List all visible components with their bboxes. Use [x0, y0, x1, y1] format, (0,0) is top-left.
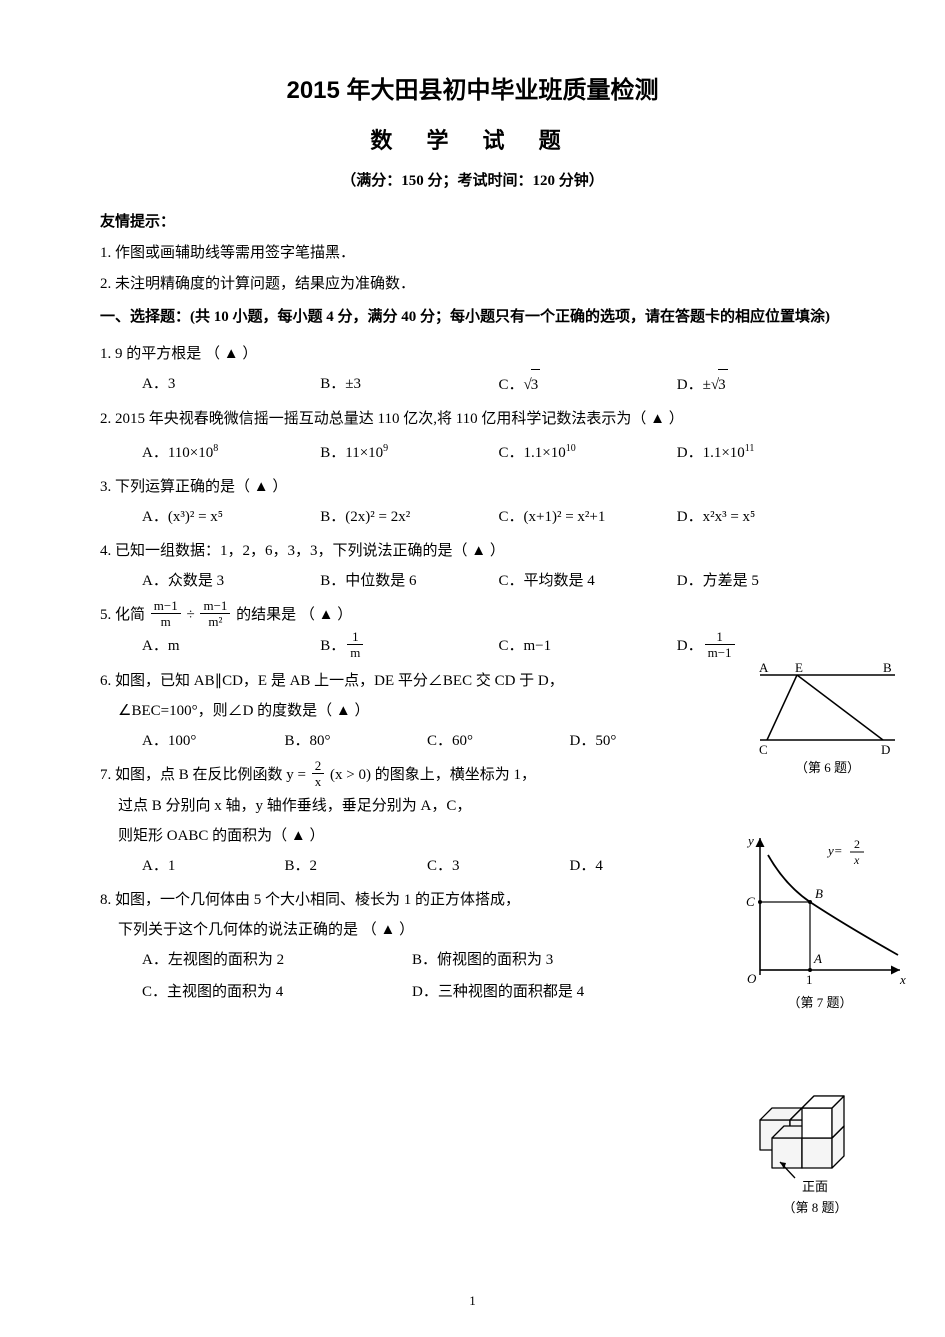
svg-text:A: A: [813, 951, 822, 966]
q4-opt-a: A．众数是 3: [142, 566, 310, 596]
q3-opt-d: D．x²x³ = x⁵: [677, 502, 845, 532]
q6-opt-b: B．80°: [285, 726, 418, 756]
hint-2: 2. 未注明精确度的计算问题，结果应为准确数．: [100, 272, 845, 293]
q8-opt-c: C．主视图的面积为 4: [142, 977, 412, 1007]
q1-opt-d: D．±3: [677, 369, 845, 400]
q1-opt-c: C．3: [499, 369, 667, 400]
q6-opt-a: A．100°: [142, 726, 275, 756]
q6-opt-c: C．60°: [427, 726, 560, 756]
q3-opt-c: C．(x+1)² = x²+1: [499, 502, 667, 532]
q2-opt-d: D．1.1×1011: [677, 434, 845, 468]
svg-text:B: B: [883, 660, 892, 675]
q8-caption: （第 8 题）: [740, 1197, 890, 1216]
doc-title: 2015 年大田县初中毕业班质量检测: [100, 70, 845, 105]
svg-text:2: 2: [854, 837, 860, 851]
q5-opt-d: D．1m−1: [677, 631, 845, 662]
question-6: 6. 如图，已知 AB∥CD，E 是 AB 上一点，DE 平分∠BEC 交 CD…: [100, 666, 845, 756]
q7-diagram: y x O 1 A B C y= 2 x: [730, 830, 910, 990]
q4-opt-c: C．平均数是 4: [499, 566, 667, 596]
q4-stem: 4. 已知一组数据：1，2，6，3，3，下列说法正确的是（ ▲ ）: [100, 536, 845, 566]
svg-text:B: B: [815, 886, 823, 901]
q8-opt-a: A．左视图的面积为 2: [142, 945, 412, 975]
hint-1: 1. 作图或画辅助线等需用签字笔描黑．: [100, 241, 845, 262]
figure-q8: 正面 （第 8 题）: [740, 1060, 890, 1216]
question-2: 2. 2015 年央视春晚微信摇一摇互动总量达 110 亿次,将 110 亿用科…: [100, 404, 845, 468]
q5-opt-b: B．1m: [320, 631, 488, 662]
q6-diagram: A E B C D: [755, 660, 900, 755]
q6-opt-d: D．50°: [570, 726, 703, 756]
exam-meta: （满分：150 分；考试时间：120 分钟）: [100, 169, 845, 190]
q5-opt-a: A．m: [142, 631, 310, 662]
hints-head: 友情提示：: [100, 210, 845, 231]
svg-text:E: E: [795, 660, 803, 675]
q7-opt-b: B．2: [285, 851, 418, 881]
doc-subtitle: 数 学 试 题: [100, 123, 845, 155]
figure-q6: A E B C D （第 6 题）: [755, 660, 900, 776]
q1-opt-a: A．3: [142, 369, 310, 400]
svg-text:O: O: [747, 971, 757, 986]
q7-opt-a: A．1: [142, 851, 275, 881]
svg-text:A: A: [759, 660, 769, 675]
svg-text:y=: y=: [826, 843, 843, 858]
q5-opt-c: C．m−1: [499, 631, 667, 662]
q1-stem: 1. 9 的平方根是 （ ▲ ）: [100, 339, 845, 369]
q6-stem2: ∠BEC=100°，则∠D 的度数是（ ▲ ）: [118, 696, 845, 726]
q5-stem: 5. 化简 m−1m ÷ m−1m² 的结果是 （ ▲ ）: [100, 600, 845, 631]
q8-front-label: 正面: [740, 1176, 890, 1195]
q7-stem2: 过点 B 分别向 x 轴，y 轴作垂线，垂足分别为 A，C，: [118, 791, 845, 821]
question-3: 3. 下列运算正确的是（ ▲ ） A．(x³)² = x⁵ B．(2x)² = …: [100, 472, 845, 532]
q4-opt-d: D．方差是 5: [677, 566, 845, 596]
q8-opt-d: D．三种视图的面积都是 4: [412, 977, 682, 1007]
section1-head: 一、选择题：(共 10 小题，每小题 4 分，满分 40 分；每小题只有一个正确…: [100, 303, 845, 331]
q6-caption: （第 6 题）: [755, 757, 900, 776]
svg-text:C: C: [746, 894, 755, 909]
q3-stem: 3. 下列运算正确的是（ ▲ ）: [100, 472, 845, 502]
q7-caption: （第 7 题）: [730, 992, 910, 1011]
q2-opt-a: A．110×108: [142, 434, 310, 468]
svg-text:x: x: [899, 972, 906, 987]
q4-opt-b: B．中位数是 6: [320, 566, 488, 596]
question-4: 4. 已知一组数据：1，2，6，3，3，下列说法正确的是（ ▲ ） A．众数是 …: [100, 536, 845, 596]
svg-text:x: x: [853, 853, 860, 867]
q7-stem1: 7. 如图，点 B 在反比例函数 y = 2x (x > 0) 的图象上，横坐标…: [100, 760, 845, 791]
q3-opt-a: A．(x³)² = x⁵: [142, 502, 310, 532]
question-1: 1. 9 的平方根是 （ ▲ ） A．3 B．±3 C．3 D．±3: [100, 339, 845, 400]
q2-opt-b: B．11×109: [320, 434, 488, 468]
q2-opt-c: C．1.1×1010: [499, 434, 667, 468]
q8-diagram: [740, 1060, 880, 1180]
svg-text:1: 1: [806, 972, 813, 987]
q2-stem: 2. 2015 年央视春晚微信摇一摇互动总量达 110 亿次,将 110 亿用科…: [100, 404, 845, 434]
q1-opt-b: B．±3: [320, 369, 488, 400]
q8-opt-b: B．俯视图的面积为 3: [412, 945, 682, 975]
q6-stem1: 6. 如图，已知 AB∥CD，E 是 AB 上一点，DE 平分∠BEC 交 CD…: [100, 666, 845, 696]
svg-text:y: y: [746, 833, 754, 848]
svg-text:C: C: [759, 742, 768, 755]
q7-opt-d: D．4: [570, 851, 703, 881]
q3-opt-b: B．(2x)² = 2x²: [320, 502, 488, 532]
question-5: 5. 化简 m−1m ÷ m−1m² 的结果是 （ ▲ ） A．m B．1m C…: [100, 600, 845, 662]
svg-text:D: D: [881, 742, 890, 755]
page-number: 1: [0, 1293, 945, 1309]
q7-opt-c: C．3: [427, 851, 560, 881]
figure-q7: y x O 1 A B C y= 2 x （第 7 题）: [730, 830, 910, 1011]
